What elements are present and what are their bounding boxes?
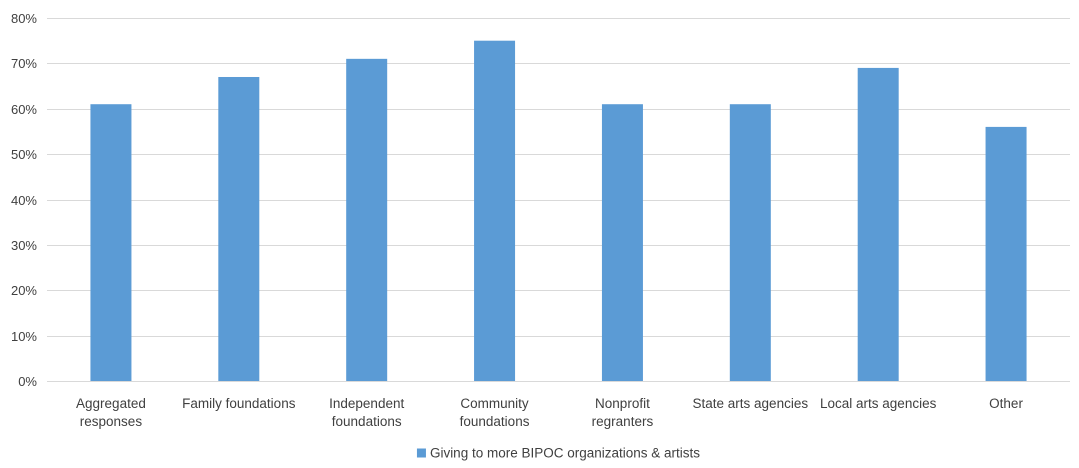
x-category-label: Community foundations [460,396,530,429]
bar [474,40,516,381]
bar [90,104,132,382]
y-tick-label: 50% [11,147,37,162]
legend-swatch [416,448,426,458]
gridlines [47,18,1070,337]
y-tick-label: 0% [18,374,37,389]
y-tick-label: 30% [11,238,37,253]
x-category-label: Family foundations [182,396,296,411]
y-tick-label: 60% [11,102,37,117]
x-category-label: Other [989,396,1023,411]
bar [729,104,771,382]
bar [601,104,643,382]
bar [218,76,260,382]
bars [90,40,1027,382]
y-tick-label: 10% [11,329,37,344]
y-tick-label: 80% [11,11,37,26]
x-category-label: State arts agencies [693,396,809,411]
bar [857,67,899,381]
x-category-label: Nonprofit regranters [592,396,654,429]
x-axis-category-labels: Aggregated responses Family foundations Ind… [76,396,1023,429]
x-category-label: Independent foundations [329,396,404,429]
x-category-label: Aggregated responses [76,396,146,429]
bar [985,126,1027,382]
y-tick-label: 20% [11,283,37,298]
y-tick-label: 70% [11,56,37,71]
legend: Giving to more BIPOC organizations & art… [416,446,700,461]
y-axis-tick-labels: 0% 10% 20% 30% 40% 50% 60% 70% 80% [11,11,37,389]
legend-label: Giving to more BIPOC organizations & art… [430,446,700,461]
bar [346,58,388,382]
x-category-label: Local arts agencies [820,396,937,411]
y-tick-label: 40% [11,193,37,208]
